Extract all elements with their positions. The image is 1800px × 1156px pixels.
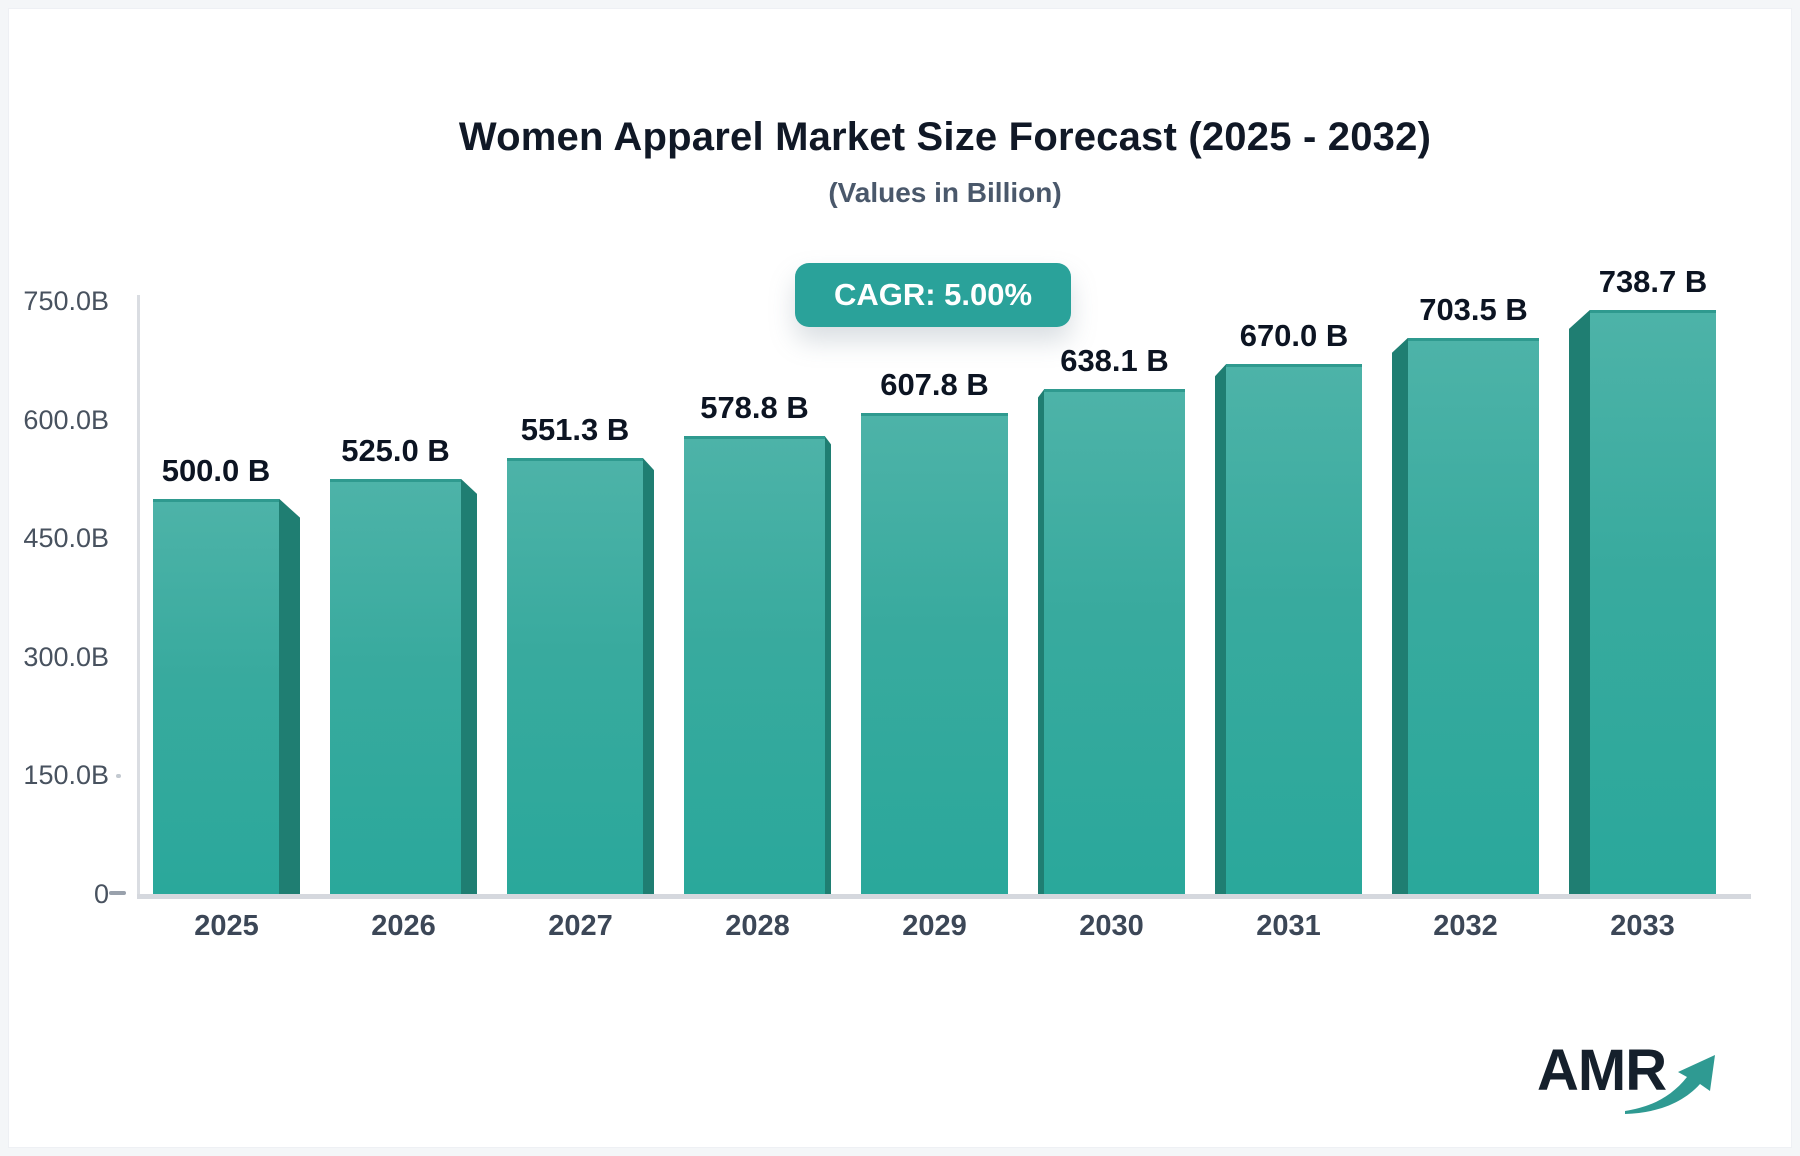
chart-title: Women Apparel Market Size Forecast (2025… [458, 115, 1432, 159]
bar-face [1226, 364, 1362, 894]
bar-3d-side [643, 458, 654, 894]
bar-face [684, 436, 825, 894]
y-tick-label: 0 [93, 879, 109, 909]
x-tick-label: 2031 [1256, 910, 1321, 942]
bar-2032 [1392, 337, 1539, 894]
cagr-badge: CAGR: 5.00% [795, 263, 1071, 327]
bar-value-label: 638.1 B [1060, 343, 1169, 379]
amr-logo-text: AMR [1537, 1038, 1667, 1103]
bar-2025 [153, 498, 300, 894]
bar-3d-side [1392, 337, 1408, 894]
bar-face [1044, 389, 1185, 894]
bar-value-label: 578.8 B [700, 390, 809, 426]
bar-2027 [507, 458, 654, 894]
bar-3d-side [825, 436, 831, 894]
y-tick-label: 600.0B [23, 404, 109, 435]
bar-2031 [1215, 364, 1362, 894]
x-tick-label: 2030 [1079, 910, 1144, 942]
bar-value-label: 525.0 B [341, 432, 450, 468]
bar-2029 [861, 413, 1008, 894]
y-tick-label: 150.0B [23, 760, 109, 791]
bar-value-label: 738.7 B [1598, 263, 1708, 299]
y-tick-label: 300.0B [23, 641, 109, 672]
bar-value-label: 607.8 B [880, 367, 989, 403]
bar-3d-side [1038, 389, 1044, 894]
chart-subtitle: (Values in Billion) [828, 177, 1062, 208]
zero-tick-mark [109, 891, 126, 895]
x-tick-label: 2032 [1433, 910, 1498, 942]
bar-value-label: 670.0 B [1239, 318, 1349, 354]
bar-face [1590, 309, 1716, 894]
bar-face [153, 498, 279, 894]
bar-face [861, 413, 1008, 894]
y-tick-label: 450.0B [23, 523, 109, 554]
x-tick-label: 2025 [194, 910, 259, 942]
bar-value-label: 500.0 B [161, 452, 271, 488]
bar-3d-side [1569, 309, 1590, 894]
x-tick-label: 2026 [371, 910, 436, 942]
amr-logo: AMR [1537, 1037, 1737, 1127]
bar-2028 [684, 436, 831, 894]
bar-value-label: 703.5 B [1419, 291, 1528, 327]
bar-value-label: 551.3 B [520, 412, 630, 448]
bar-2026 [330, 478, 477, 894]
bar-face [507, 458, 643, 894]
growth-arrow-icon [1625, 1055, 1715, 1114]
bar-2033 [1569, 309, 1716, 894]
y-axis-line [137, 295, 140, 896]
bar-face [1408, 337, 1539, 894]
chart-card: Women Apparel Market Size Forecast (2025… [8, 8, 1792, 1148]
x-tick-label: 2028 [725, 910, 790, 942]
x-tick-label: 2033 [1610, 910, 1675, 942]
x-axis-baseline [137, 894, 1751, 899]
bar-3d-side [461, 478, 477, 894]
x-tick-label: 2029 [902, 910, 967, 942]
tick-mark-150 [116, 774, 121, 778]
bar-2030 [1038, 389, 1185, 894]
bar-3d-side [279, 498, 300, 894]
bar-face [330, 478, 461, 894]
x-tick-label: 2027 [548, 910, 613, 942]
bar-3d-side [1215, 364, 1226, 894]
y-tick-label: 750.0B [23, 286, 109, 316]
